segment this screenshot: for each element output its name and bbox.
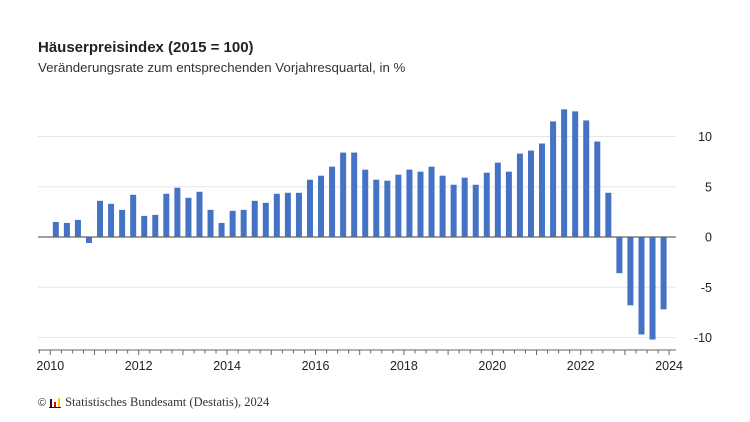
y-tick-label: 5 [705, 180, 712, 194]
bar-2019-q1 [450, 184, 457, 237]
bar-2014-q3 [251, 200, 258, 237]
bar-2018-q4 [439, 175, 446, 237]
y-tick-label: -10 [694, 331, 712, 345]
bar-2021-q4 [572, 111, 579, 237]
bar-2012-q1 [141, 215, 148, 237]
bar-2015-q2 [284, 192, 291, 237]
bar-2018-q2 [417, 171, 424, 237]
bar-2014-q1 [229, 210, 236, 237]
x-tick-label: 2022 [567, 359, 595, 373]
bar-2023-q1 [627, 237, 634, 306]
chart-title: Häuserpreisindex (2015 = 100) [38, 39, 254, 56]
bar-2020-q4 [527, 150, 534, 237]
bar-2016-q3 [340, 152, 347, 237]
y-tick-label: 0 [705, 231, 712, 245]
bar-2010-q3 [74, 219, 81, 237]
bar-2010-q4 [85, 237, 92, 244]
bar-2018-q3 [428, 166, 435, 237]
bar-2013-q1 [185, 197, 192, 237]
bar-2020-q1 [494, 162, 501, 237]
chart-subtitle: Veränderungsrate zum entsprechenden Vorj… [38, 60, 406, 75]
bar-2013-q2 [196, 191, 203, 237]
copyright-symbol: © [38, 396, 47, 409]
x-tick-label: 2016 [302, 359, 330, 373]
bar-2014-q2 [240, 209, 247, 237]
bar-2019-q4 [483, 172, 490, 237]
bar-2012-q4 [174, 187, 181, 237]
bar-2022-q2 [594, 141, 601, 237]
bar-2011-q3 [119, 209, 126, 237]
bar-2015-q1 [273, 193, 280, 237]
bar-2010-q2 [63, 222, 70, 237]
y-tick-label: -5 [701, 281, 712, 295]
x-tick-label: 2020 [478, 359, 506, 373]
footer: © Statistisches Bundesamt (Destatis), 20… [38, 395, 269, 410]
bar-2012-q3 [163, 193, 170, 237]
bar-2019-q2 [461, 177, 468, 237]
bar-2023-q4 [660, 237, 667, 310]
bar-2022-q3 [605, 192, 612, 237]
bar-2013-q4 [218, 222, 225, 237]
bar-2023-q3 [649, 237, 656, 340]
x-tick-label: 2018 [390, 359, 418, 373]
bar-2011-q1 [97, 200, 104, 237]
x-tick-label: 2010 [36, 359, 64, 373]
bar-2012-q2 [152, 214, 159, 237]
bar-2011-q4 [130, 194, 137, 237]
bar-2015-q4 [306, 179, 313, 237]
bar-2017-q4 [395, 174, 402, 237]
destatis-logo-icon [49, 397, 62, 408]
bar-2016-q4 [351, 152, 358, 237]
bar-2019-q3 [472, 184, 479, 237]
source-text: Statistisches Bundesamt (Destatis), 2024 [65, 395, 270, 409]
bar-2023-q2 [638, 237, 645, 335]
bar-2021-q3 [561, 109, 568, 237]
bar-2016-q1 [318, 175, 325, 237]
bar-2017-q1 [362, 169, 369, 237]
x-tick-label: 2024 [655, 359, 683, 373]
bar-2014-q4 [262, 202, 269, 237]
x-tick-label: 2012 [125, 359, 153, 373]
x-tick-label: 2014 [213, 359, 241, 373]
bar-2021-q1 [539, 143, 546, 237]
bars [52, 109, 667, 340]
bar-2017-q2 [373, 179, 380, 237]
bar-2022-q1 [583, 120, 590, 237]
x-axis: 2010 2012 2014 2016 2018 2020 2022 2024 [36, 349, 683, 373]
bar-2017-q3 [384, 180, 391, 237]
bar-2010-q1 [52, 221, 59, 237]
bar-2020-q3 [516, 153, 523, 237]
bar-2021-q2 [550, 121, 557, 237]
gridlines [38, 136, 676, 338]
bar-2016-q2 [329, 166, 336, 237]
bar-2022-q4 [616, 237, 623, 274]
bar-2018-q1 [406, 169, 413, 237]
bar-2013-q3 [207, 209, 214, 237]
bar-2015-q3 [295, 192, 302, 237]
bar-2011-q2 [108, 203, 115, 237]
y-axis: 10 5 0 -5 -10 [694, 130, 712, 345]
y-tick-label: 10 [698, 130, 712, 144]
bar-2020-q2 [505, 171, 512, 237]
